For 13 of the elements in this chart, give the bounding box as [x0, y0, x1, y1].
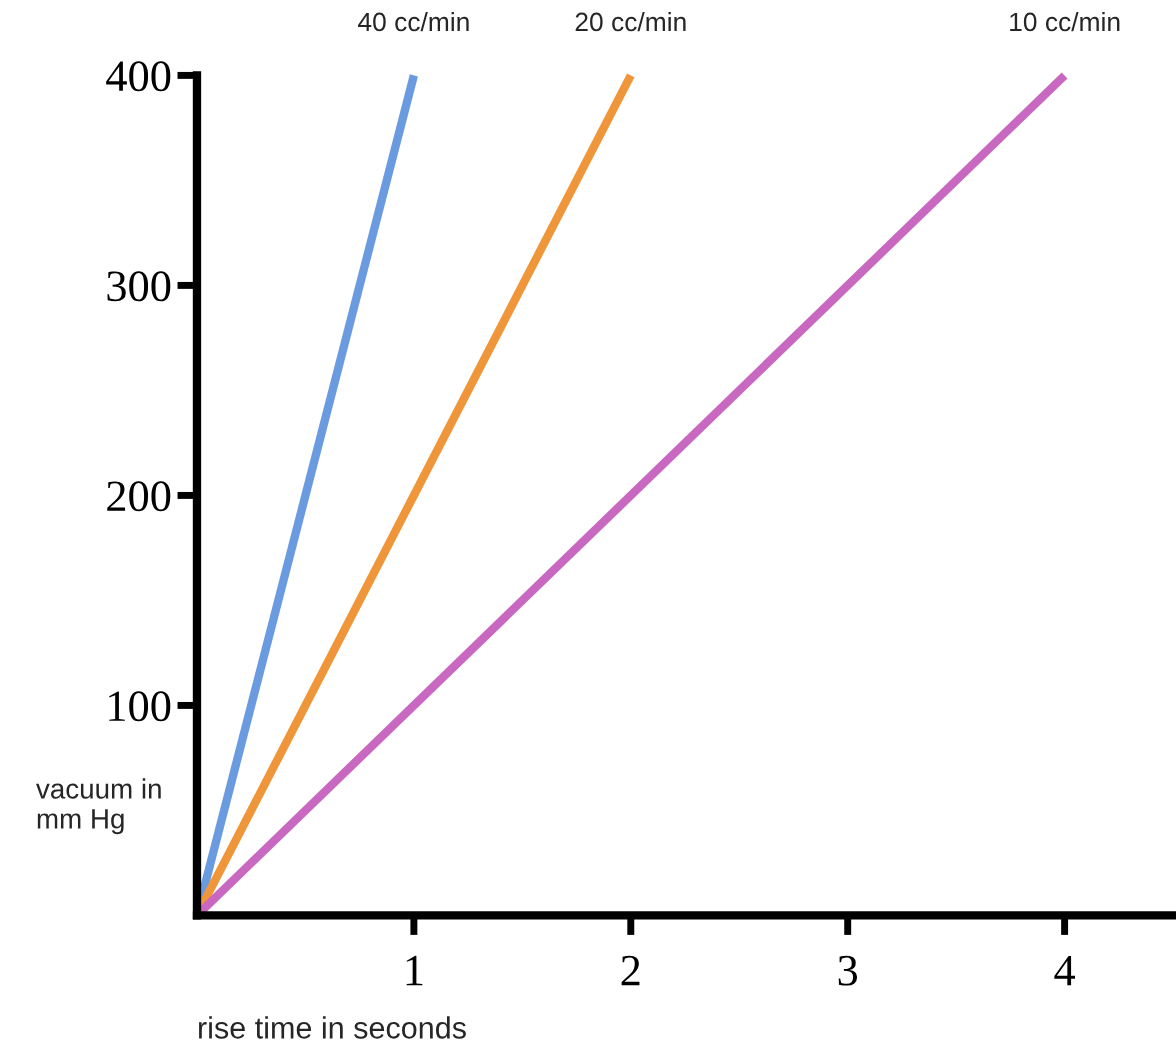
x-tick-label: 3 [838, 955, 858, 986]
text: 10 cc/min [1010, 11, 1120, 32]
x-tick-label: 2 [621, 955, 640, 986]
x-tick-label: 4 [1054, 955, 1076, 986]
y-axis-title: vacuum in mm Hg [36, 778, 161, 835]
text: 20 cc/min [575, 11, 686, 32]
y-tick-label: 200 [107, 481, 171, 512]
y-tick-label: 300 [107, 271, 171, 302]
x-axis-title: rise time in seconds [199, 1016, 466, 1039]
y-tick-label: 100 [109, 691, 171, 722]
text: 40 cc/min [358, 11, 469, 32]
y-tick-label: 400 [106, 61, 171, 92]
x-tick-label: 1 [406, 955, 423, 986]
